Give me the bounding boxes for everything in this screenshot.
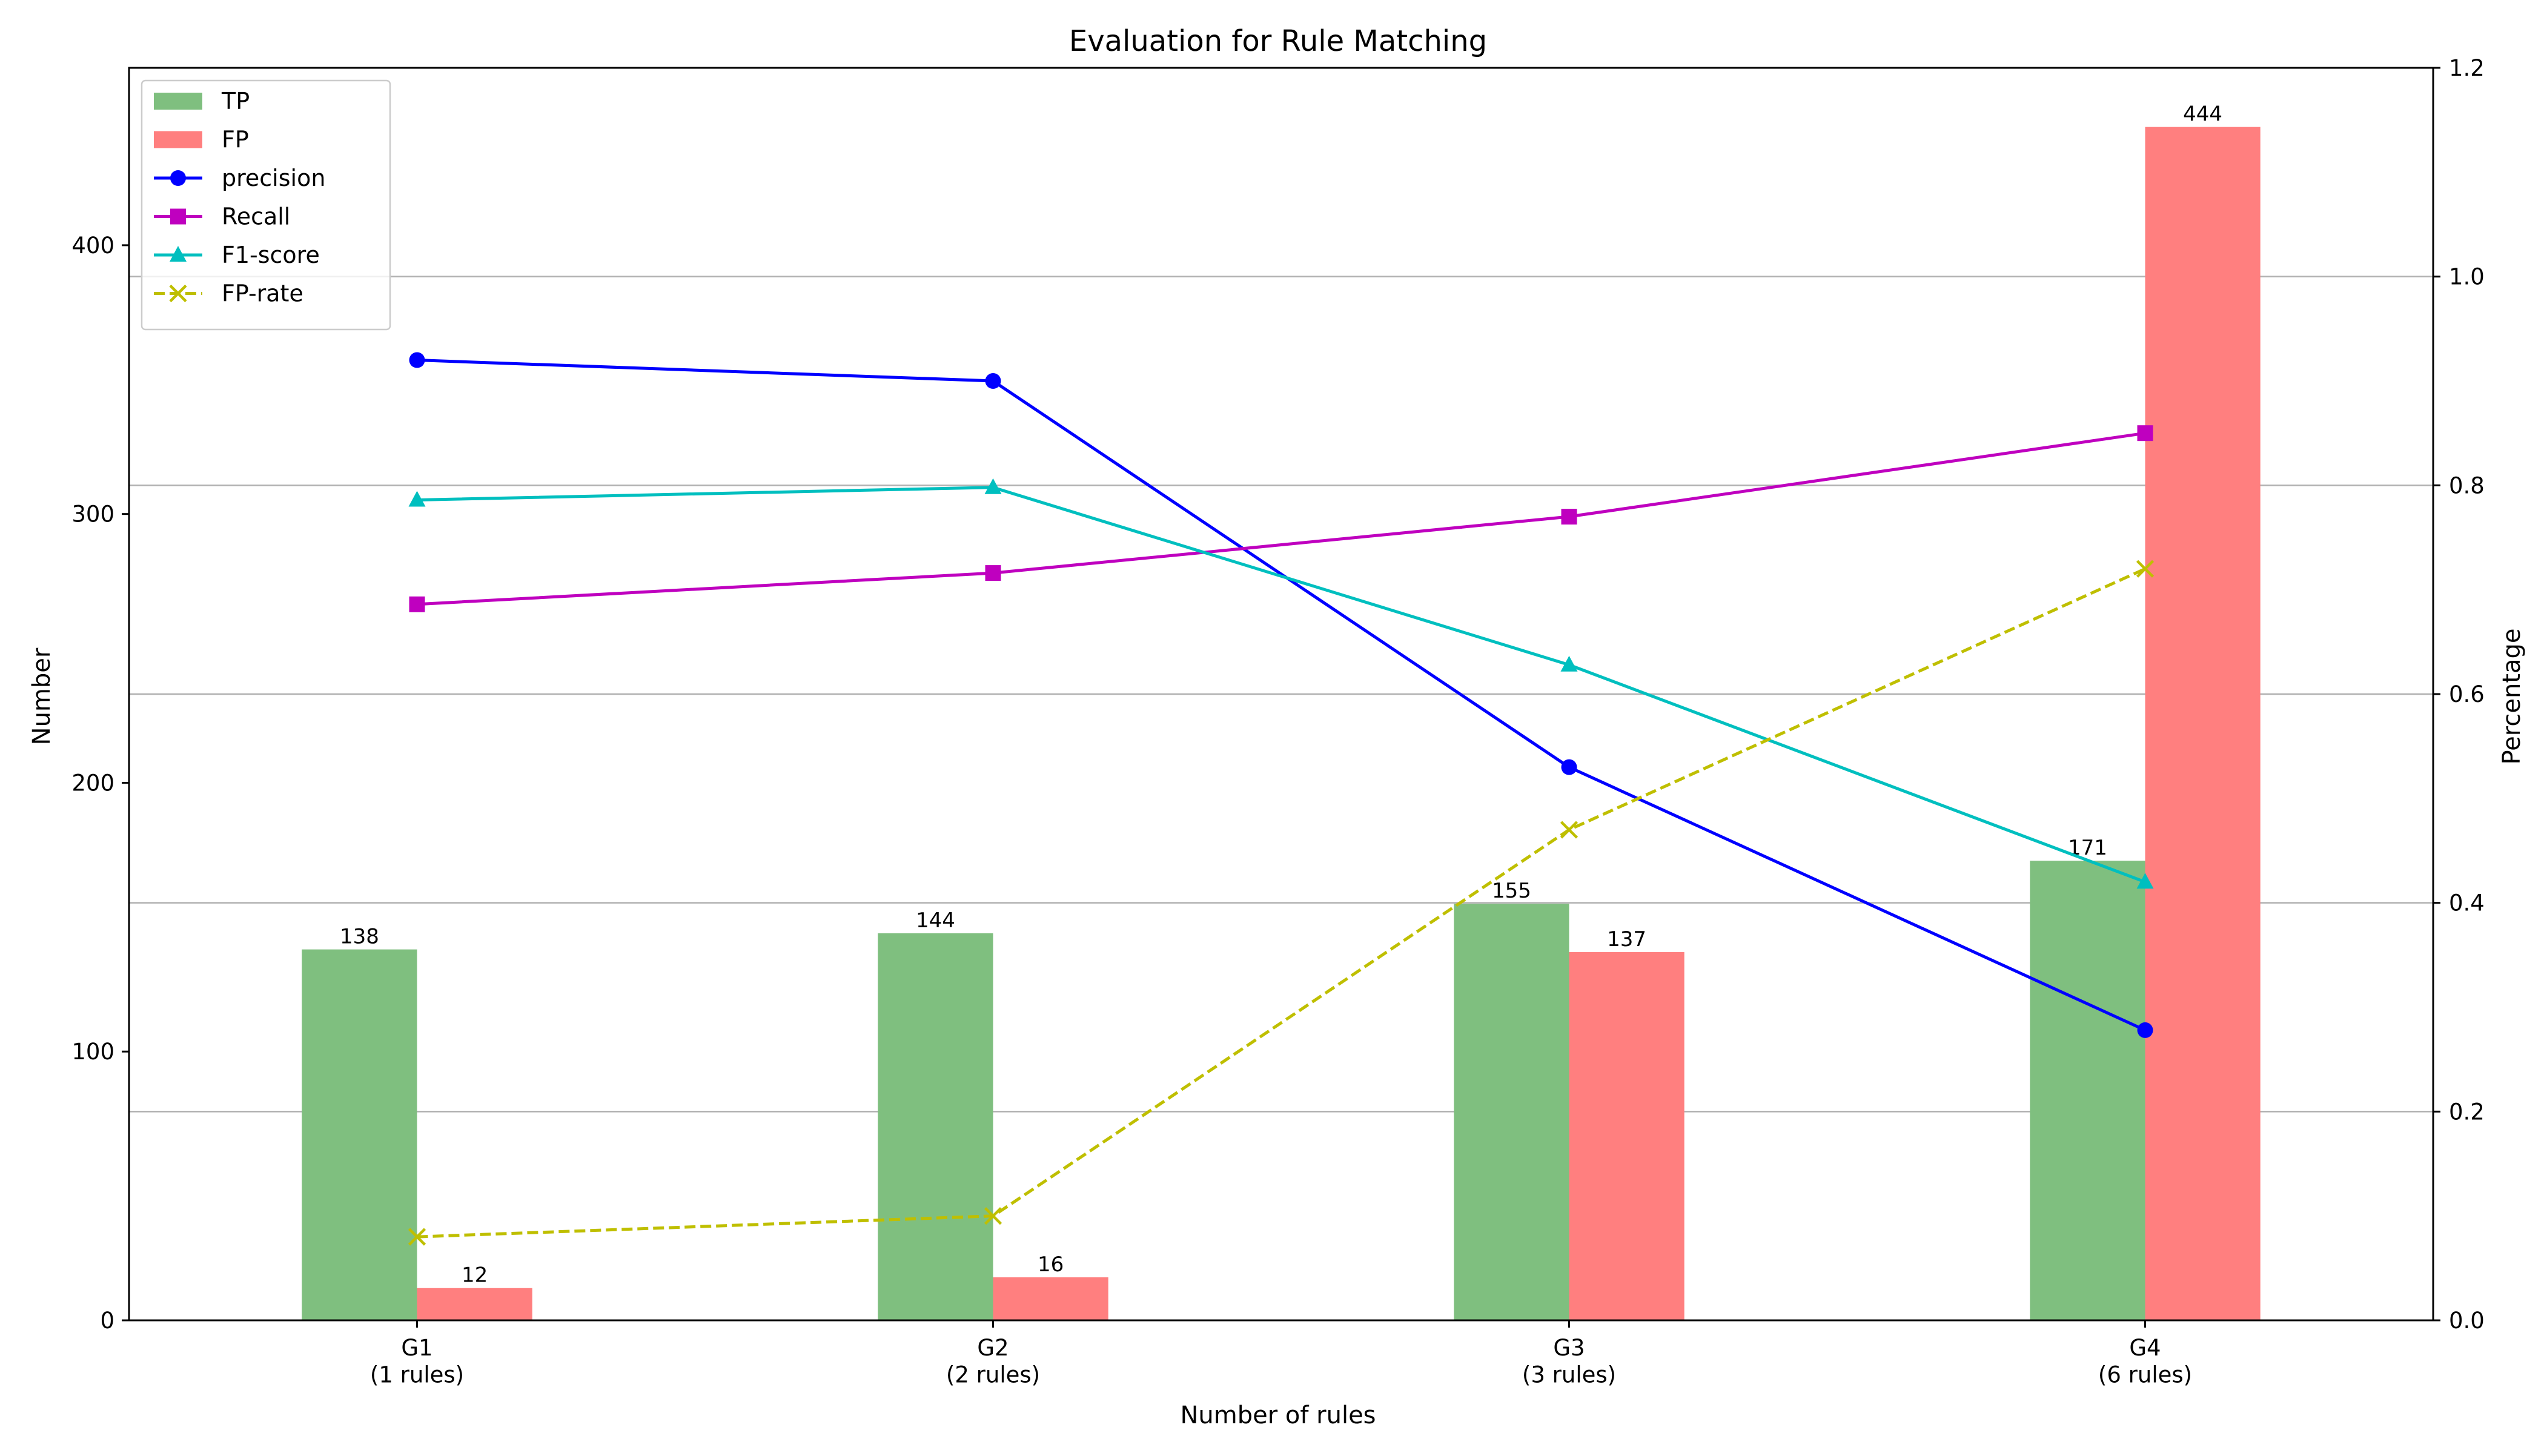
axis-ticks: 0 100 200 300 400 0.0 0.2 0.4 0.6 0.8 1.0 1.2 G1 (1 r…: [71, 55, 2484, 1388]
point-recall-3: [1561, 509, 1577, 525]
legend-label-fp: FP: [222, 127, 249, 153]
y-tick-label-1: 100: [71, 1039, 114, 1065]
y-tick-label-3: 300: [71, 501, 114, 528]
x-tick-label-line: G4: [2129, 1335, 2161, 1361]
point-precision-3: [1561, 759, 1577, 775]
legend-label-precision: precision: [222, 165, 325, 191]
y2-tick-label-4: 0.8: [2449, 472, 2485, 498]
point-fp-rate-3: [1560, 821, 1578, 839]
bar-fp-1: [417, 1288, 532, 1320]
bar-tp-4: [2030, 861, 2145, 1320]
point-fp-rate-2: [984, 1207, 1002, 1225]
bar-tp-1: [302, 949, 417, 1320]
line-marks: [408, 352, 2155, 1246]
x-tick-label-line: (1 rules): [370, 1362, 464, 1388]
bar-label-fp-1: 12: [462, 1263, 488, 1288]
bar-tp-2: [878, 933, 993, 1320]
bar-label-tp-1: 138: [340, 925, 379, 949]
point-precision-4: [2137, 1022, 2153, 1038]
x-tick-label-1: G1 (1 rules): [370, 1335, 464, 1388]
x-tick-label-line: (6 rules): [2098, 1362, 2192, 1388]
y2-axis-label: Percentage: [2498, 628, 2526, 764]
point-f1-score-2: [984, 478, 1002, 494]
point-f1-score-1: [408, 491, 426, 507]
bar-label-tp-3: 155: [1492, 879, 1531, 903]
bar-fp-4: [2145, 127, 2261, 1321]
bar-label-fp-3: 137: [1607, 927, 1646, 951]
legend-label-tp: TP: [221, 88, 250, 114]
line-recall: [417, 431, 2145, 606]
line-precision: [417, 359, 2146, 1032]
x-tick-label-line: (2 rules): [946, 1362, 1040, 1388]
point-recall-4: [2137, 425, 2153, 442]
line-f1-score: [417, 486, 2146, 884]
y-tick-label-0: 0: [100, 1308, 114, 1334]
y2-tick-label-5: 1.0: [2449, 264, 2485, 290]
line-fp-rate: [417, 567, 2146, 1239]
point-recall-2: [985, 565, 1001, 581]
legend-marker-fp-rate: [169, 284, 187, 303]
x-tick-label-line: (3 rules): [1522, 1362, 1616, 1388]
point-fp-rate-1: [408, 1228, 426, 1246]
legend-marker-f1-score: [170, 246, 187, 262]
point-precision-1: [409, 352, 425, 368]
bar-fp-3: [1569, 952, 1684, 1320]
y-tick-label-4: 400: [71, 233, 114, 259]
x-tick-label-3: G3 (3 rules): [1522, 1335, 1616, 1388]
legend-box: [141, 79, 391, 331]
bar-tp-3: [1454, 904, 1569, 1320]
legend-label-fp-rate: FP-rate: [222, 280, 303, 307]
bar-label-tp-2: 144: [916, 908, 955, 933]
bar-fp-2: [993, 1277, 1108, 1320]
point-recall-1: [409, 596, 425, 612]
legend-swatch-tp: [154, 93, 202, 110]
legend: TP FP precision Recall F1-score FP-rate: [141, 79, 391, 331]
x-axis-label: Number of rules: [1180, 1401, 1376, 1429]
bar-label-fp-4: 444: [2183, 102, 2222, 127]
y2-tick-label-6: 1.2: [2449, 55, 2485, 81]
x-tick-label-4: G4 (6 rules): [2098, 1335, 2192, 1388]
x-tick-label-line: G2: [977, 1335, 1009, 1361]
legend-marker-recall: [170, 208, 186, 225]
chart-title: Evaluation for Rule Matching: [1069, 24, 1487, 58]
bar-label-fp-2: 16: [1038, 1252, 1064, 1277]
legend-label-f1-score: F1-score: [222, 242, 320, 268]
y2-tick-label-3: 0.6: [2449, 681, 2485, 707]
legend-swatch-fp: [154, 131, 202, 148]
y2-tick-label-1: 0.2: [2449, 1099, 2485, 1125]
point-precision-2: [985, 373, 1001, 389]
y2-tick-label-0: 0.0: [2449, 1308, 2485, 1334]
y2-tick-label-2: 0.4: [2449, 890, 2485, 916]
x-tick-label-2: G2 (2 rules): [946, 1335, 1040, 1388]
y-tick-label-2: 200: [71, 770, 114, 796]
x-tick-label-line: G3: [1553, 1335, 1585, 1361]
y-axis-label: Number: [28, 647, 56, 745]
legend-marker-precision: [170, 170, 186, 186]
x-tick-label-line: G1: [401, 1335, 432, 1361]
point-f1-score-4: [2136, 873, 2154, 889]
point-f1-score-3: [1560, 655, 1578, 672]
legend-label-recall: Recall: [222, 204, 290, 230]
point-fp-rate-4: [2136, 560, 2155, 578]
